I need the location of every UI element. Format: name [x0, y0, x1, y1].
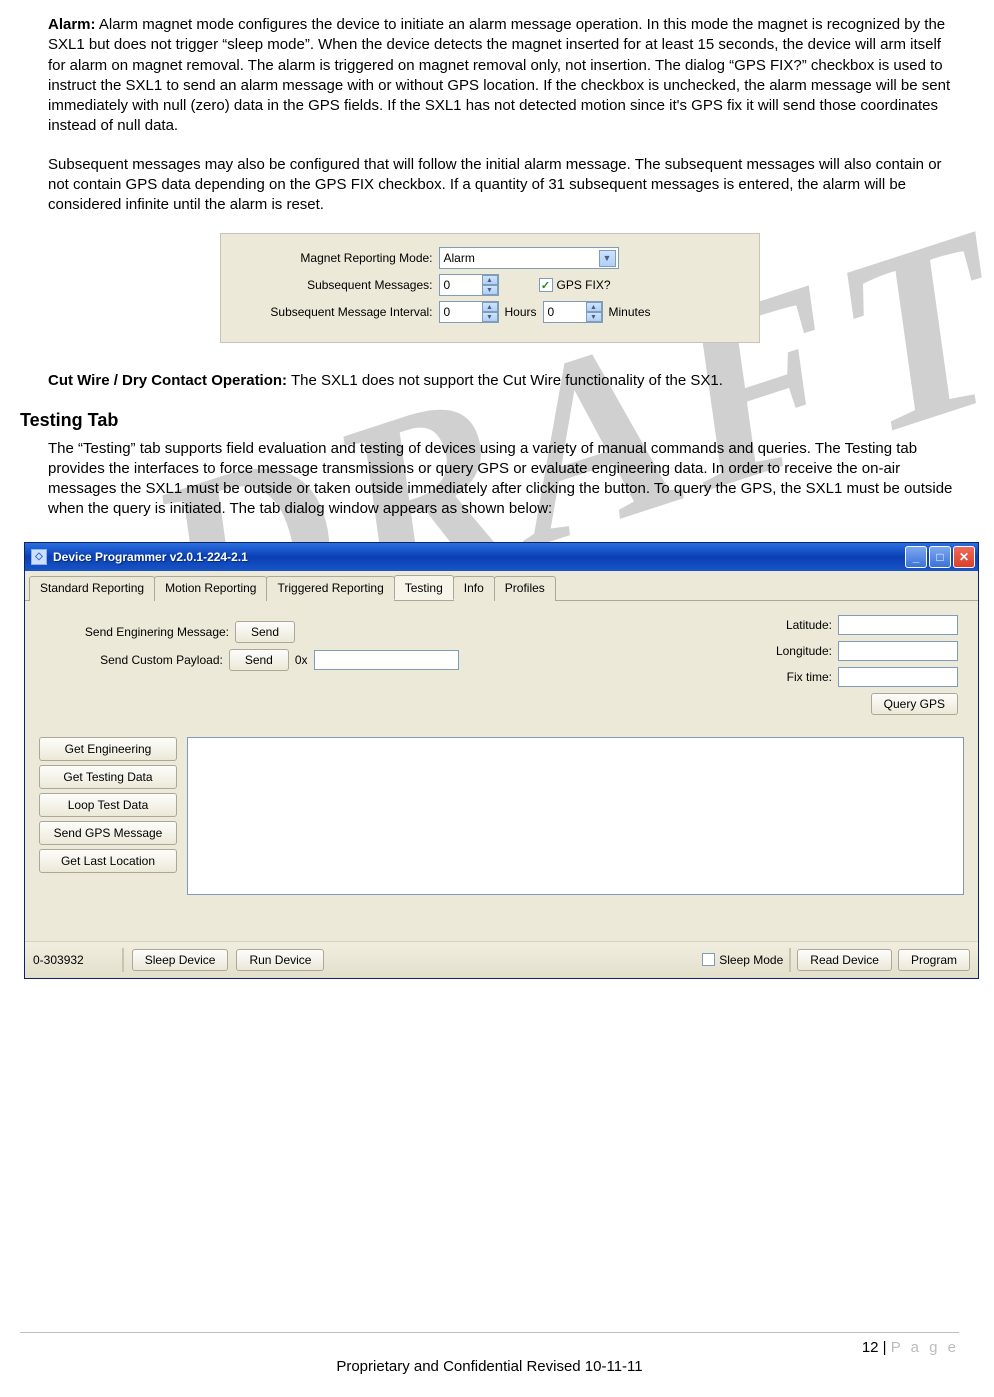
spinner-down-icon[interactable]: ▼	[482, 312, 498, 322]
get-last-location-button[interactable]: Get Last Location	[39, 849, 177, 873]
cut-wire-lead: Cut Wire / Dry Contact Operation:	[48, 372, 287, 389]
confidential-notice: Proprietary and Confidential Revised 10-…	[20, 1358, 959, 1375]
longitude-input[interactable]	[838, 641, 958, 661]
gps-fix-label: GPS FIX?	[557, 278, 611, 292]
subsequent-messages-value: 0	[444, 278, 451, 292]
testing-tab-body: Send Enginering Message: Send Send Custo…	[25, 601, 978, 941]
maximize-button[interactable]: □	[929, 546, 951, 568]
send-engineering-button[interactable]: Send	[235, 621, 295, 643]
get-engineering-button[interactable]: Get Engineering	[39, 737, 177, 761]
magnet-mode-value: Alarm	[444, 251, 475, 265]
fix-time-label: Fix time:	[760, 670, 832, 684]
tab-standard-reporting[interactable]: Standard Reporting	[29, 576, 155, 601]
minutes-label: Minutes	[609, 305, 651, 319]
spinner-up-icon[interactable]: ▲	[586, 302, 602, 312]
magnet-mode-label: Magnet Reporting Mode:	[229, 251, 439, 265]
custom-payload-input[interactable]	[314, 650, 459, 670]
app-icon: ◇	[31, 549, 47, 565]
tab-profiles[interactable]: Profiles	[494, 576, 556, 601]
tab-triggered-reporting[interactable]: Triggered Reporting	[266, 576, 394, 601]
separator	[122, 948, 124, 972]
alarm-paragraph: Alarm: Alarm magnet mode configures the …	[20, 15, 959, 137]
hex-prefix-label: 0x	[295, 653, 308, 667]
send-engineering-label: Send Enginering Message:	[39, 625, 229, 639]
tab-testing[interactable]: Testing	[394, 575, 454, 600]
subsequent-messages-label: Subsequent Messages:	[229, 278, 439, 292]
minimize-button[interactable]: _	[905, 546, 927, 568]
longitude-label: Longitude:	[760, 644, 832, 658]
alarm-lead: Alarm:	[48, 16, 96, 33]
interval-hours-value: 0	[444, 305, 451, 319]
query-gps-button[interactable]: Query GPS	[871, 693, 958, 715]
check-icon: ✓	[539, 278, 553, 292]
page-footer: 12 | P a g e Proprietary and Confidentia…	[20, 1332, 959, 1375]
fix-time-input[interactable]	[838, 667, 958, 687]
spinner-down-icon[interactable]: ▼	[482, 285, 498, 295]
interval-minutes-spinner[interactable]: 0 ▲▼	[543, 301, 603, 323]
program-button[interactable]: Program	[898, 949, 970, 971]
checkbox-icon	[702, 953, 715, 966]
output-textarea[interactable]	[187, 737, 964, 895]
send-custom-label: Send Custom Payload:	[39, 653, 223, 667]
tab-bar: Standard Reporting Motion Reporting Trig…	[25, 571, 978, 601]
alarm-body: Alarm magnet mode configures the device …	[48, 16, 950, 134]
window-title: Device Programmer v2.0.1-224-2.1	[53, 550, 248, 564]
close-button[interactable]: ✕	[953, 546, 975, 568]
run-device-button[interactable]: Run Device	[236, 949, 324, 971]
get-testing-data-button[interactable]: Get Testing Data	[39, 765, 177, 789]
send-gps-message-button[interactable]: Send GPS Message	[39, 821, 177, 845]
tab-motion-reporting[interactable]: Motion Reporting	[154, 576, 267, 601]
interval-label: Subsequent Message Interval:	[229, 305, 439, 319]
loop-test-data-button[interactable]: Loop Test Data	[39, 793, 177, 817]
testing-paragraph: The “Testing” tab supports field evaluat…	[20, 439, 959, 520]
page-word: P a g e	[891, 1339, 959, 1356]
interval-minutes-value: 0	[548, 305, 555, 319]
sleep-mode-checkbox[interactable]: Sleep Mode	[702, 953, 783, 967]
read-device-button[interactable]: Read Device	[797, 949, 892, 971]
cut-wire-paragraph: Cut Wire / Dry Contact Operation: The SX…	[20, 371, 959, 391]
titlebar: ◇ Device Programmer v2.0.1-224-2.1 _ □ ✕	[25, 543, 978, 571]
spinner-down-icon[interactable]: ▼	[586, 312, 602, 322]
status-bar: 0-303932 Sleep Device Run Device Sleep M…	[25, 941, 978, 978]
magnet-reporting-dialog: Magnet Reporting Mode: Alarm ▼ Subsequen…	[220, 233, 760, 343]
latitude-input[interactable]	[838, 615, 958, 635]
sleep-mode-label: Sleep Mode	[719, 953, 783, 967]
subsequent-paragraph: Subsequent messages may also be configur…	[20, 155, 959, 216]
tab-info[interactable]: Info	[453, 576, 495, 601]
sleep-device-button[interactable]: Sleep Device	[132, 949, 229, 971]
send-custom-button[interactable]: Send	[229, 649, 289, 671]
testing-tab-heading: Testing Tab	[20, 410, 959, 431]
interval-hours-spinner[interactable]: 0 ▲▼	[439, 301, 499, 323]
hours-label: Hours	[505, 305, 537, 319]
device-programmer-window: ◇ Device Programmer v2.0.1-224-2.1 _ □ ✕…	[24, 542, 979, 979]
latitude-label: Latitude:	[760, 618, 832, 632]
device-id-label: 0-303932	[33, 953, 114, 967]
gps-fix-checkbox[interactable]: ✓ GPS FIX?	[539, 278, 611, 292]
chevron-down-icon[interactable]: ▼	[599, 250, 616, 267]
subsequent-messages-spinner[interactable]: 0 ▲▼	[439, 274, 499, 296]
spinner-up-icon[interactable]: ▲	[482, 302, 498, 312]
magnet-mode-dropdown[interactable]: Alarm ▼	[439, 247, 619, 269]
cut-wire-body: The SXL1 does not support the Cut Wire f…	[287, 372, 723, 389]
spinner-up-icon[interactable]: ▲	[482, 275, 498, 285]
page-number: 12	[862, 1339, 879, 1356]
separator	[789, 948, 791, 972]
